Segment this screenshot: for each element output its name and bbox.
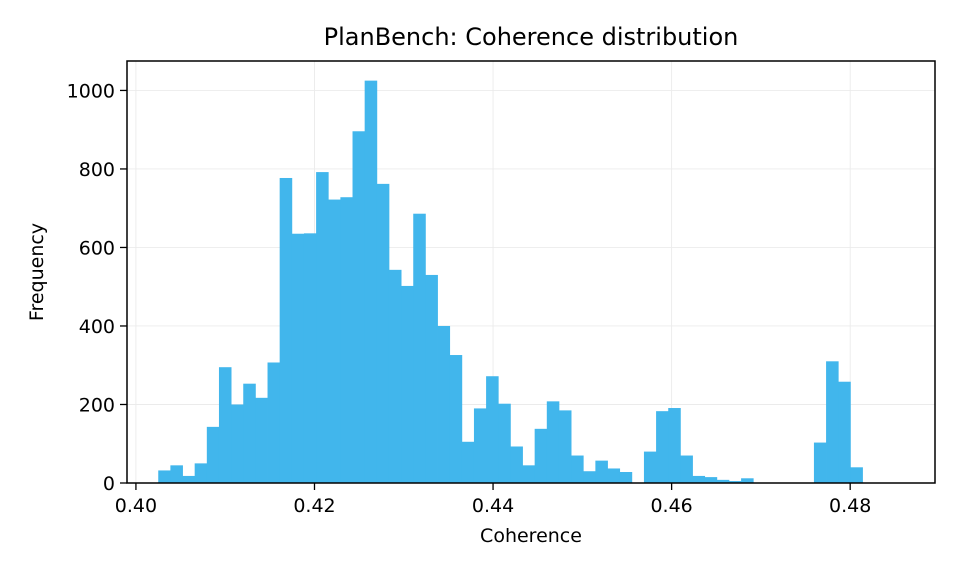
histogram-bar bbox=[558, 410, 572, 483]
histogram-bar bbox=[741, 478, 754, 483]
histogram-bar bbox=[328, 199, 341, 483]
histogram-bar bbox=[364, 80, 378, 484]
histogram-bar bbox=[522, 465, 536, 483]
histogram-bar bbox=[206, 426, 220, 483]
chart-title: PlanBench: Coherence distribution bbox=[324, 23, 739, 51]
y-tick-label: 1000 bbox=[67, 80, 115, 102]
histogram-bar bbox=[680, 455, 693, 483]
histogram-bar bbox=[279, 177, 293, 483]
histogram-bar bbox=[619, 472, 633, 483]
histogram-bar bbox=[401, 285, 414, 483]
x-tick-label: 0.42 bbox=[293, 495, 335, 517]
histogram-bar bbox=[692, 475, 706, 483]
x-tick-label: 0.46 bbox=[650, 495, 692, 517]
y-tick-label: 800 bbox=[79, 159, 115, 181]
y-tick-label: 200 bbox=[79, 394, 115, 416]
y-axis: 0 200 400 600 800 1000 bbox=[67, 80, 127, 495]
histogram-bar bbox=[546, 401, 560, 483]
histogram-bar bbox=[243, 383, 256, 483]
histogram-bar bbox=[255, 397, 268, 483]
histogram-bar bbox=[388, 269, 402, 483]
histogram-bar bbox=[595, 460, 608, 483]
histogram-bar bbox=[838, 381, 851, 483]
histogram-bar bbox=[352, 131, 366, 483]
plot-frame bbox=[126, 60, 936, 484]
bars bbox=[158, 80, 863, 484]
histogram-bar bbox=[158, 470, 171, 483]
histogram-bar bbox=[850, 467, 863, 483]
y-tick-label: 600 bbox=[79, 237, 115, 259]
histogram-bar bbox=[656, 411, 669, 483]
histogram-bar bbox=[607, 468, 621, 483]
histogram-bar bbox=[437, 325, 451, 483]
histogram-bar bbox=[461, 441, 475, 483]
histogram-bar bbox=[510, 446, 523, 483]
y-tick-label: 0 bbox=[103, 473, 115, 495]
histogram-bar bbox=[704, 477, 718, 483]
y-tick-label: 400 bbox=[79, 316, 115, 338]
histogram-bar bbox=[571, 455, 584, 483]
histogram-bar bbox=[583, 471, 596, 483]
histogram-bar bbox=[413, 213, 426, 483]
histogram-bar bbox=[498, 403, 511, 483]
x-axis: 0.40 0.42 0.44 0.46 0.48 bbox=[115, 483, 871, 517]
histogram-bar bbox=[182, 475, 196, 483]
histogram-bar bbox=[473, 408, 487, 483]
histogram-bar bbox=[425, 274, 438, 483]
histogram-bar bbox=[376, 183, 390, 483]
histogram-bar bbox=[340, 197, 353, 483]
histogram-bar bbox=[194, 463, 208, 483]
x-tick-label: 0.40 bbox=[115, 495, 157, 517]
histogram-bar bbox=[291, 233, 305, 483]
histogram-bar bbox=[218, 367, 232, 483]
y-axis-label: Frequency bbox=[26, 223, 48, 321]
histogram-bar bbox=[668, 408, 681, 483]
histogram-bar bbox=[231, 404, 244, 483]
histogram-bar bbox=[486, 376, 499, 483]
histogram-bar bbox=[170, 465, 183, 483]
x-tick-label: 0.48 bbox=[829, 495, 871, 517]
histogram-bar bbox=[813, 442, 827, 483]
histogram-bar bbox=[643, 451, 657, 483]
histogram-bar bbox=[728, 481, 742, 483]
histogram-bar bbox=[449, 355, 463, 483]
x-axis-label: Coherence bbox=[480, 525, 582, 547]
histogram-bar bbox=[716, 479, 730, 483]
x-tick-label: 0.44 bbox=[472, 495, 514, 517]
histogram-bar bbox=[316, 172, 329, 484]
histogram-bar bbox=[267, 362, 281, 483]
histogram-bar bbox=[303, 233, 317, 483]
histogram-bar bbox=[826, 361, 839, 483]
histogram-bar bbox=[534, 428, 548, 483]
